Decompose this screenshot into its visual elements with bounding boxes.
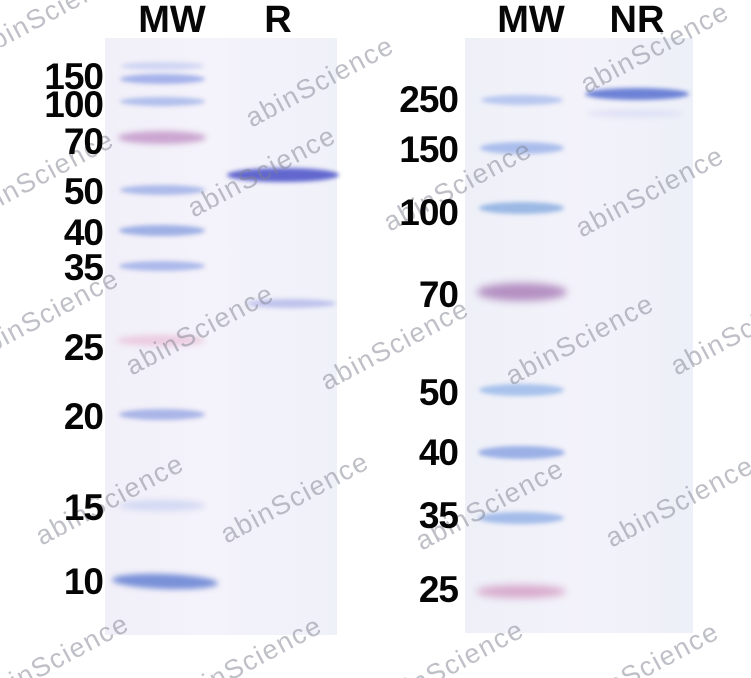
right-lane-faint-smear (587, 110, 683, 117)
left-lane-upper-band (227, 168, 339, 182)
right-gel-sample-header: NR (609, 0, 665, 41)
ladder-band-250 (481, 95, 563, 105)
ladder-band-100 (120, 97, 205, 106)
ladder-band-40 (119, 225, 205, 236)
ladder-band-40 (478, 446, 565, 459)
right-gel-panel (465, 38, 693, 633)
left-lane-lower-band (246, 299, 336, 308)
ladder-band-25 (117, 335, 205, 346)
ladder-band-50 (479, 384, 564, 396)
ladder-band-50 (120, 185, 205, 195)
right-lane-main-band (585, 88, 689, 100)
left-gel-sample-header: R (264, 0, 292, 41)
ladder-band-70 (477, 283, 567, 301)
ladder-band-250 (121, 62, 204, 70)
ladder-band-150 (480, 142, 564, 154)
ladder-band-20 (119, 409, 205, 420)
ladder-band-35 (478, 512, 564, 524)
ladder-band-15 (119, 500, 205, 511)
left-gel-mw-header: MW (138, 0, 206, 41)
ladder-band-70 (118, 131, 206, 144)
ladder-band-150 (120, 74, 205, 84)
right-gel-mw-header: MW (497, 0, 565, 41)
ladder-band-100 (479, 202, 564, 214)
ladder-band-25 (476, 585, 566, 598)
ladder-band-35 (119, 261, 205, 271)
